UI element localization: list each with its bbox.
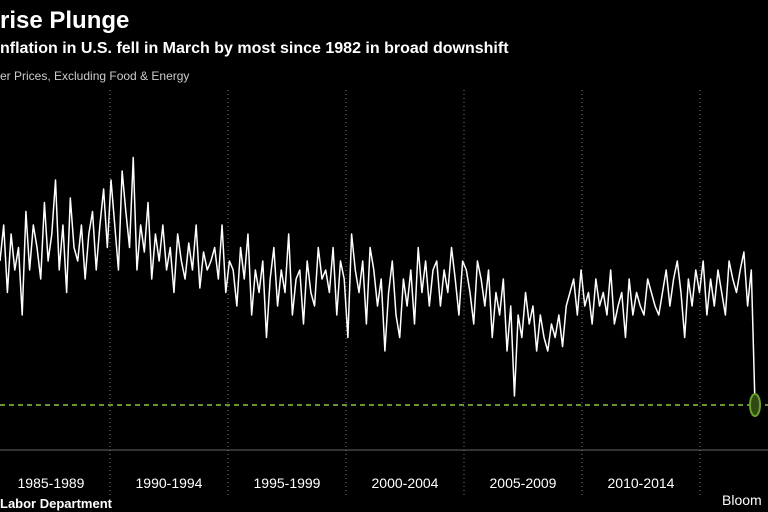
source: Labor Department <box>0 496 113 511</box>
x-tick-label: 2000-2004 <box>372 475 439 491</box>
data-line <box>0 156 756 406</box>
x-tick-label: 1990-1994 <box>136 475 203 491</box>
x-tick-label: 2010-2014 <box>608 475 675 491</box>
x-tick-label: 2005-2009 <box>490 475 557 491</box>
x-tick-label: 1995-1999 <box>254 475 321 491</box>
chart-title: rise Plunge <box>0 7 129 34</box>
y-axis-label: er Prices, Excluding Food & Energy <box>0 69 189 83</box>
highlight-marker <box>749 393 761 417</box>
brand: Bloom <box>722 492 762 508</box>
chart-subtitle: nflation in U.S. fell in March by most s… <box>0 40 509 57</box>
x-tick-label: 1985-1989 <box>18 475 85 491</box>
